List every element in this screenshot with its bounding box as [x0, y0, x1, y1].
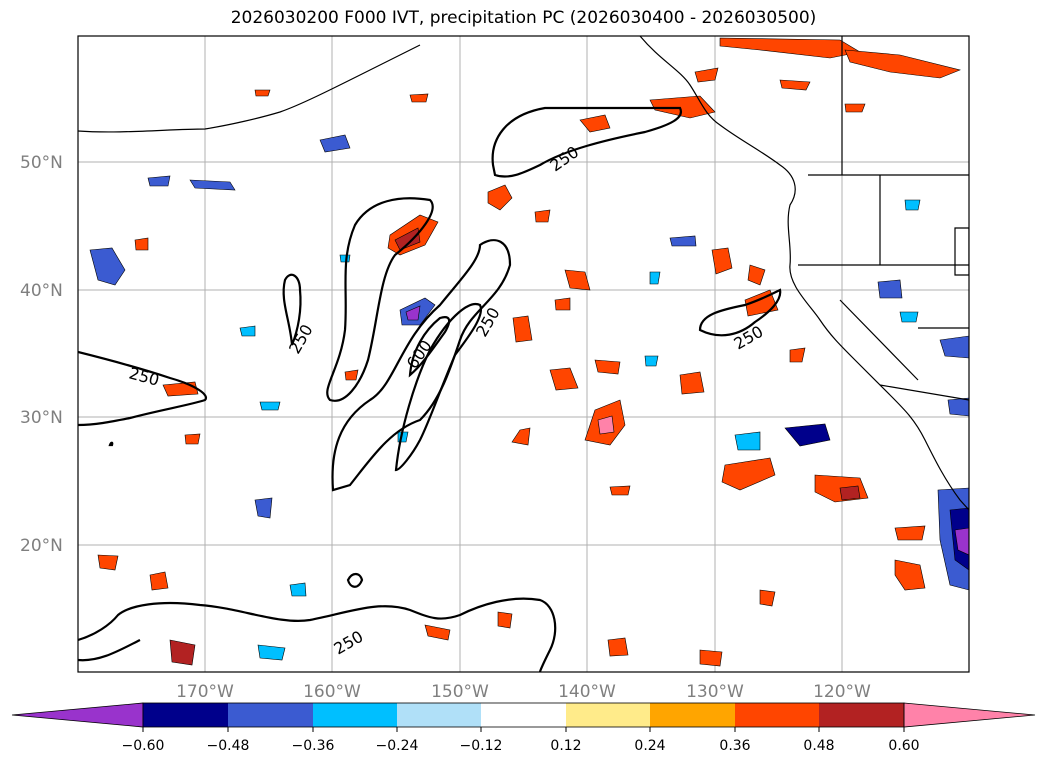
colorbar-segment	[566, 703, 650, 727]
colorbar-tick-label: 0.36	[719, 738, 750, 754]
colorbar-ticks	[142, 727, 905, 732]
map-frame	[77, 35, 970, 673]
coastlines	[78, 36, 969, 511]
lon-label: 140°W	[558, 682, 616, 702]
colorbar-frame	[142, 702, 905, 728]
colorbar-tick-label: −0.36	[292, 738, 335, 754]
ivt-contours	[78, 106, 782, 672]
gridlines	[78, 36, 969, 672]
lat-label: 50°N	[20, 153, 63, 173]
lon-label: 120°W	[813, 682, 871, 702]
colorbar-tick-label: −0.24	[376, 738, 419, 754]
colorbar-tick-label: 0.24	[634, 738, 665, 754]
colorbar-extend-low	[11, 702, 144, 728]
lon-labels: 170°W 160°W 150°W 140°W 130°W 120°W	[176, 682, 871, 702]
lat-label: 30°N	[20, 408, 63, 428]
lon-label: 160°W	[303, 682, 361, 702]
lon-label: 150°W	[431, 682, 489, 702]
colorbar-segment	[397, 703, 481, 727]
colorbar-segment	[313, 703, 397, 727]
precip-positive-blobs	[97, 37, 961, 667]
lon-label: 130°W	[686, 682, 744, 702]
colorbar-tick-label: 0.60	[888, 738, 919, 754]
colorbar-segment	[819, 703, 904, 727]
colorbar-segment	[650, 703, 735, 727]
precip-negative-blobs	[89, 134, 969, 661]
colorbar-segment	[228, 703, 313, 727]
colorbar-extend-high	[903, 702, 1036, 728]
colorbar-tick-label: −0.60	[122, 738, 165, 754]
lat-labels: 50°N 40°N 30°N 20°N	[20, 153, 63, 556]
colorbar-segment	[143, 703, 228, 727]
map-area	[78, 36, 969, 672]
chart-title: 2026030200 F000 IVT, precipitation PC (2…	[230, 8, 817, 28]
colorbar-tick-labels: −0.60 −0.48 −0.36 −0.24 −0.12 0.12 0.24 …	[122, 738, 920, 754]
colorbar-tick-label: −0.48	[207, 738, 250, 754]
colorbar-segment	[481, 703, 566, 727]
lon-label: 170°W	[176, 682, 234, 702]
colorbar-tick-label: 0.48	[803, 738, 834, 754]
colorbar-tick-label: 0.12	[550, 738, 581, 754]
lat-label: 40°N	[20, 281, 63, 301]
colorbar-tick-label: −0.12	[460, 738, 503, 754]
lat-label: 20°N	[20, 536, 63, 556]
colorbar: −0.60 −0.48 −0.36 −0.24 −0.12 0.12 0.24 …	[11, 702, 1036, 754]
colorbar-segment	[735, 703, 819, 727]
